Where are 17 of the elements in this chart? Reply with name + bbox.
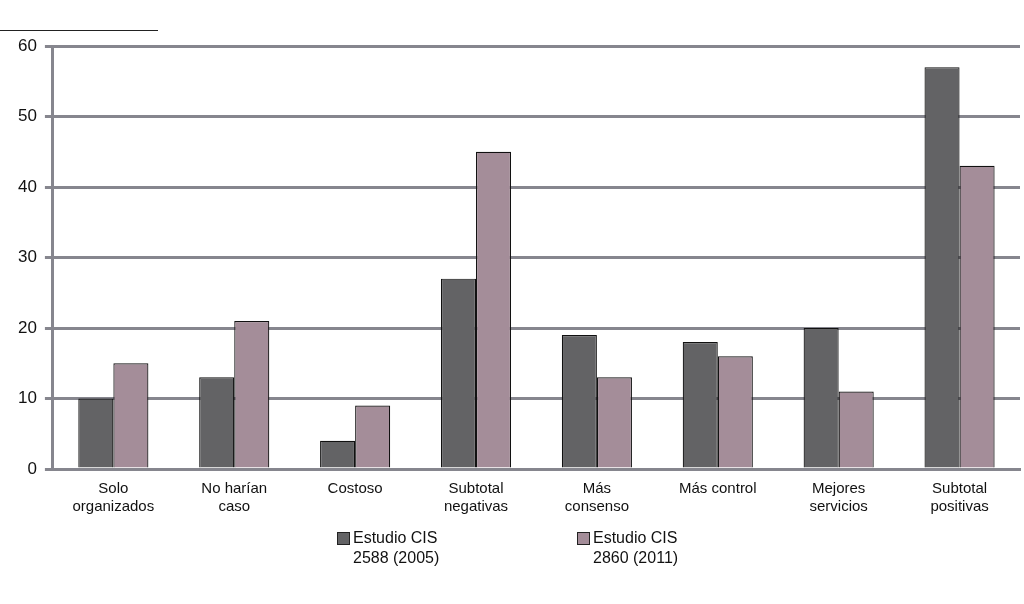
y-tick-label: 0	[27, 458, 37, 478]
x-tick-label: Más control	[679, 479, 757, 497]
y-tick-label: 50	[17, 106, 37, 126]
x-tick-label: Subtotal negativas	[443, 479, 509, 515]
x-tick-label: Más consenso	[564, 479, 630, 515]
x-tick-label: Mejores servicios	[809, 479, 868, 515]
y-tick-label: 10	[17, 388, 37, 408]
y-tick-label: 40	[17, 176, 37, 196]
x-tick-label: Subtotal positivas	[930, 479, 989, 515]
x-tick-label: Costoso	[327, 479, 383, 497]
x-tick-label: Solo organizados	[72, 479, 155, 515]
x-tick-label: No harían caso	[201, 479, 268, 515]
legend-label: Estudio CIS 2588 (2005)	[353, 528, 441, 568]
y-tick-label: 20	[17, 317, 37, 337]
y-tick-label: 30	[17, 247, 37, 267]
y-tick-label: 60	[17, 35, 37, 55]
legend-label: Estudio CIS 2860 (2011)	[593, 528, 680, 568]
